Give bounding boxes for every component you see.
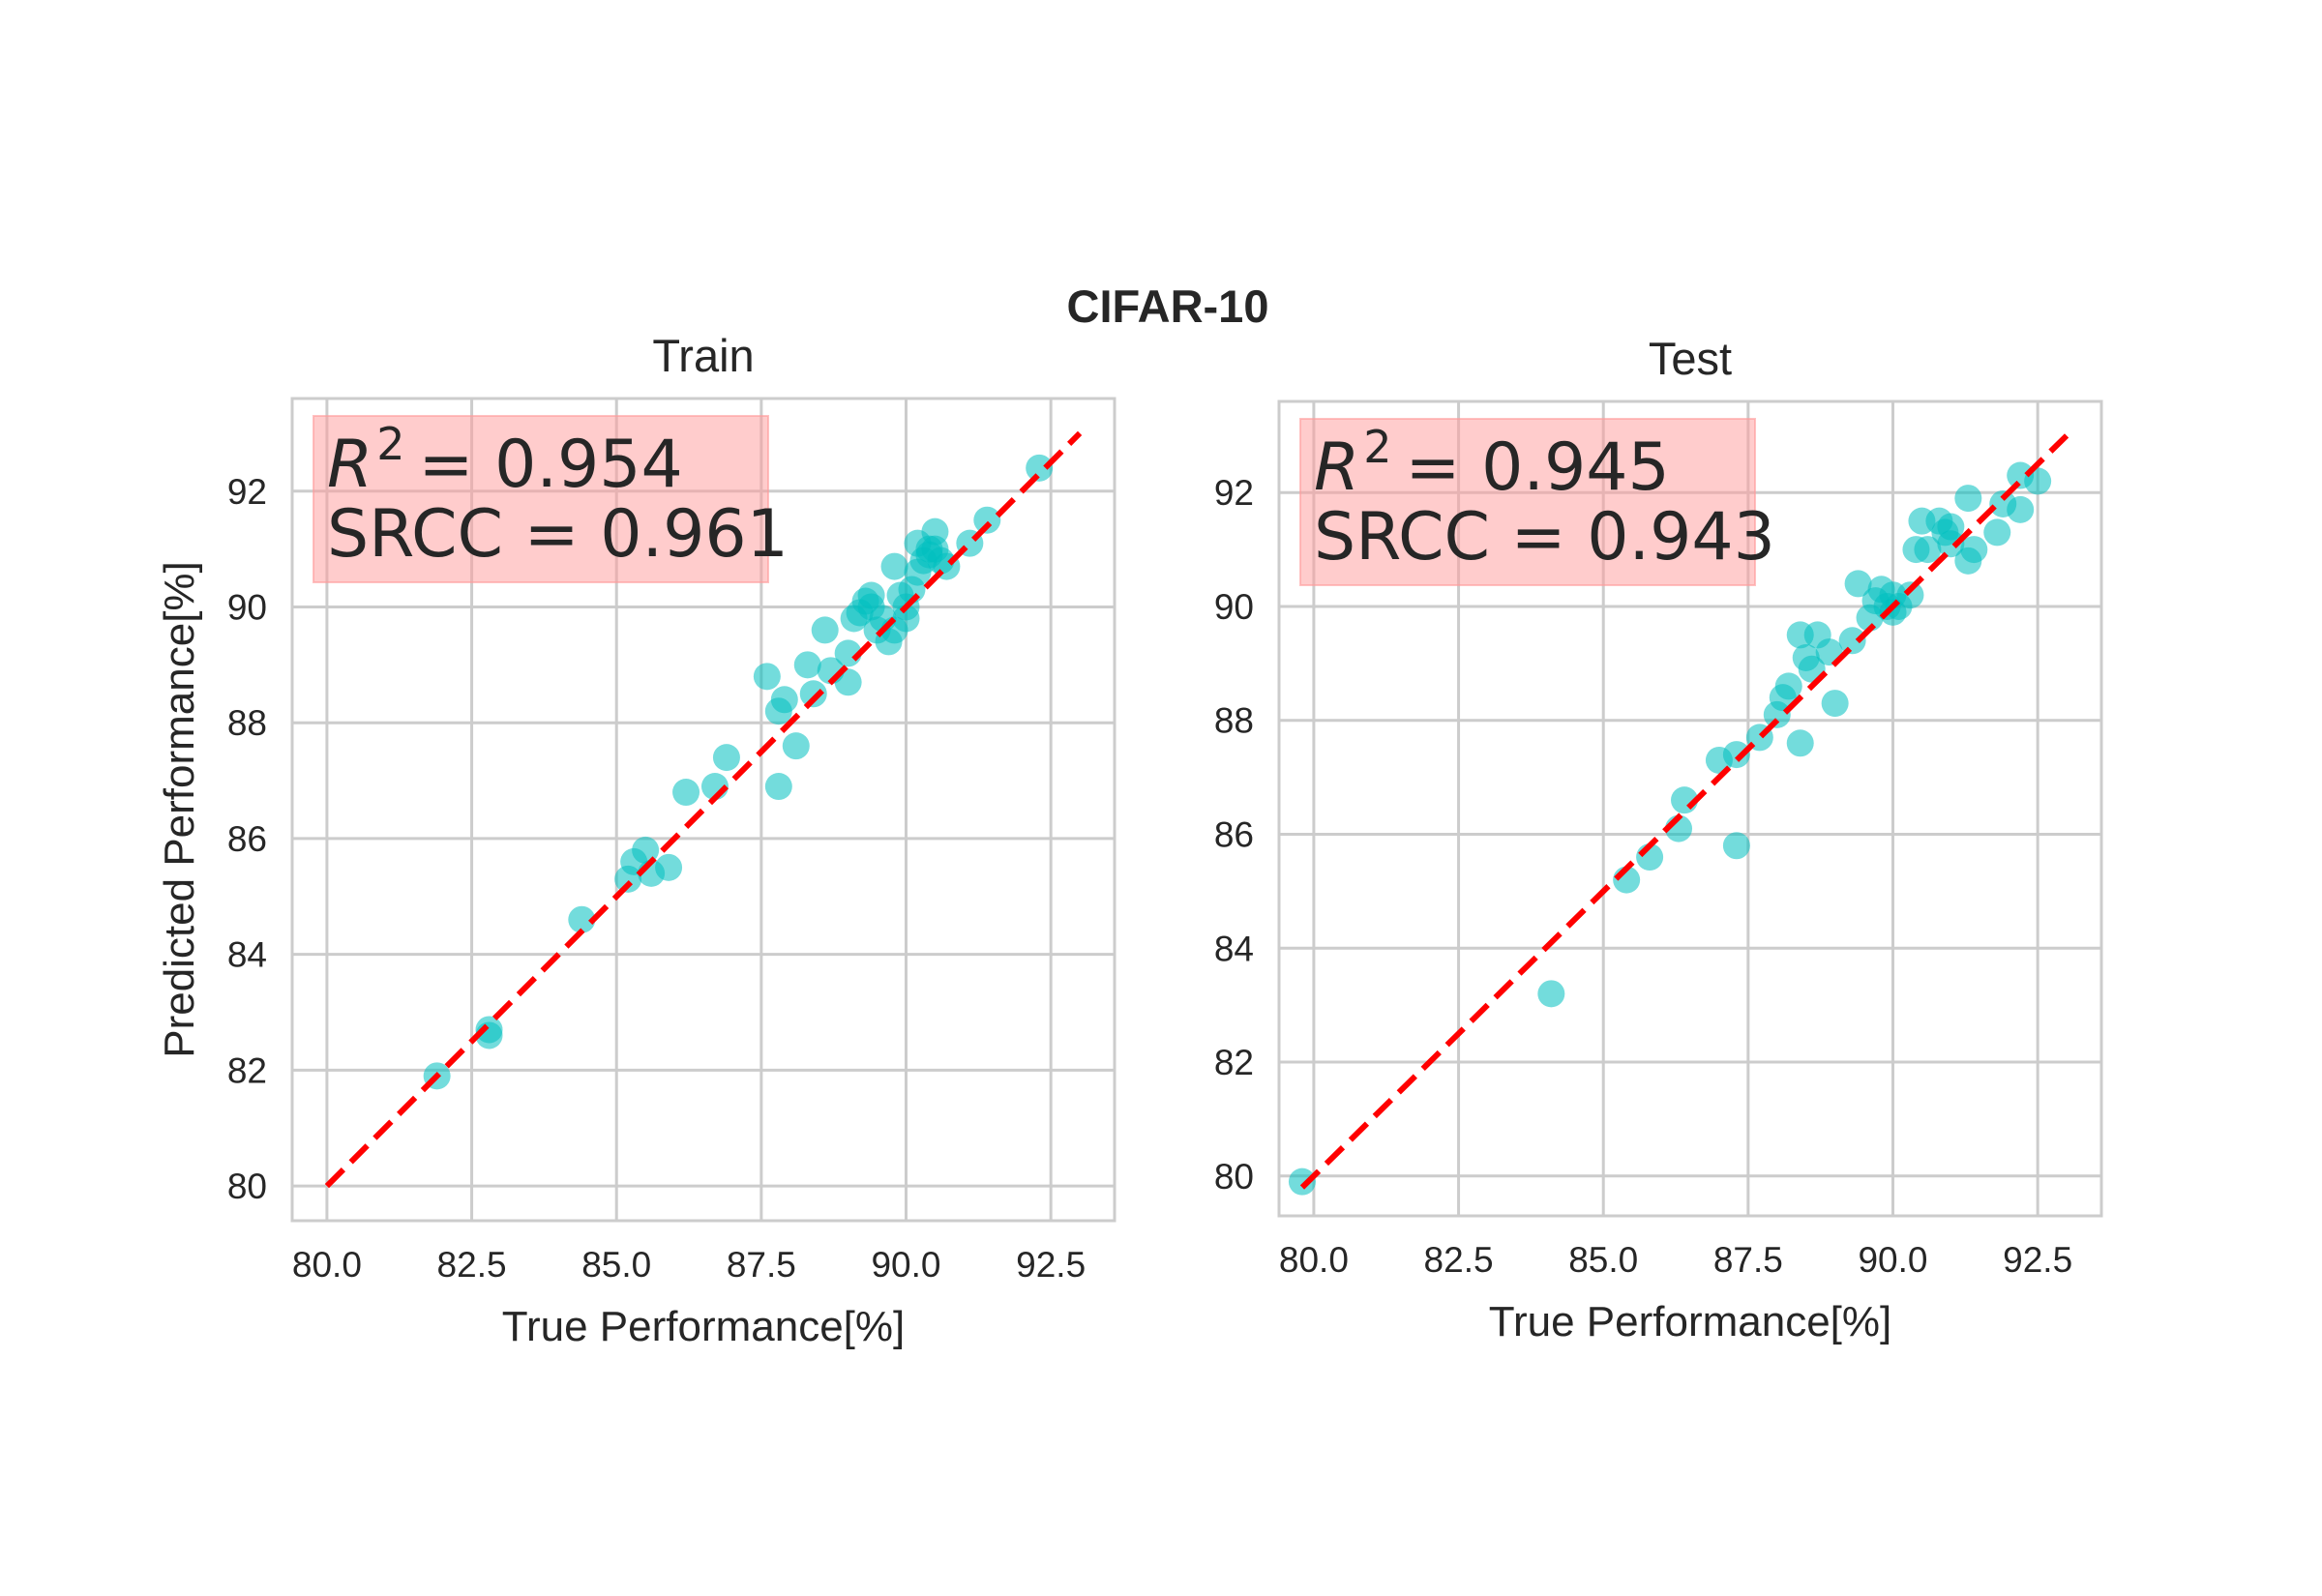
test-x-tick-label: 80.0 <box>1279 1240 1349 1280</box>
train-r2-exponent: 2 <box>376 418 404 470</box>
train-r2-value: = 0.954 <box>419 427 683 503</box>
train-r2-symbol: R <box>327 427 372 503</box>
test-data-point <box>1838 627 1866 655</box>
train-data-point <box>764 773 792 801</box>
train-data-point <box>880 552 908 580</box>
test-r2-value: = 0.945 <box>1406 429 1670 506</box>
test-axes-frame <box>1277 399 2103 1218</box>
test-data-point <box>2007 495 2035 523</box>
train-data-point <box>568 905 596 933</box>
train-data-point <box>1026 454 1054 482</box>
test-srcc-label: SRCC = 0.943 <box>1314 499 1775 576</box>
train-title: Train <box>652 330 754 381</box>
train-axes-frame <box>290 397 1116 1223</box>
test-data-point <box>1960 536 1988 564</box>
train-srcc-label: SRCC = 0.961 <box>327 496 789 573</box>
test-data-point <box>1844 570 1872 598</box>
test-data-point <box>1537 980 1565 1008</box>
train-data-point <box>973 506 1001 534</box>
train-data-point <box>753 663 781 691</box>
train-stats-box-background <box>313 415 769 583</box>
train-data-point <box>770 686 798 714</box>
train-x-tick-label: 85.0 <box>581 1245 651 1285</box>
test-r2-label: R2 = 0.945 <box>1314 421 1670 506</box>
train-y-tick-label: 86 <box>227 819 267 859</box>
test-y-tick-label: 82 <box>1214 1043 1254 1082</box>
train-data-point <box>799 680 827 708</box>
train-data-point <box>811 616 839 644</box>
train-y-tick-label: 80 <box>227 1167 267 1206</box>
test-y-tick-label: 80 <box>1214 1157 1254 1197</box>
test-data-point <box>1821 690 1849 718</box>
train-y-tick-label: 90 <box>227 587 267 627</box>
test-data-point <box>1722 741 1750 769</box>
test-y-tick-label: 88 <box>1214 701 1254 741</box>
train-data-point <box>712 744 740 772</box>
train-y-tick-label: 92 <box>227 472 267 512</box>
test-r2-exponent: 2 <box>1363 421 1391 473</box>
test-data-point <box>1786 729 1814 757</box>
test-x-tick-label: 90.0 <box>1858 1240 1927 1280</box>
train-reference-line <box>324 430 1083 1189</box>
test-x-axis-label: True Performance[%] <box>1489 1298 1892 1345</box>
train-x-tick-label: 87.5 <box>727 1245 796 1285</box>
train-y-axis-label: Predicted Performance[%] <box>156 561 203 1058</box>
test-r2-symbol: R <box>1314 429 1359 506</box>
train-y-tick-label: 82 <box>227 1050 267 1090</box>
figure-suptitle: CIFAR-10 <box>1067 281 1269 332</box>
test-data-point <box>1288 1167 1316 1196</box>
train-data-point <box>921 517 949 546</box>
test-reference-line <box>1299 433 2069 1190</box>
test-data-point <box>1954 485 1982 513</box>
train-data-point <box>793 651 821 679</box>
test-data-point <box>1722 832 1750 860</box>
test-x-tick-label: 82.5 <box>1424 1240 1494 1280</box>
test-y-tick-label: 90 <box>1214 587 1254 627</box>
test-y-tick-label: 92 <box>1214 473 1254 513</box>
train-r2-label: R2 = 0.954 <box>327 418 683 503</box>
test-x-tick-label: 87.5 <box>1713 1240 1783 1280</box>
train-y-tick-label: 84 <box>227 935 267 975</box>
train-data-point <box>655 853 683 881</box>
train-data-point <box>857 581 885 609</box>
test-data-point <box>1914 536 1942 564</box>
train-x-axis-label: True Performance[%] <box>502 1303 906 1350</box>
train-x-tick-label: 92.5 <box>1016 1245 1086 1285</box>
train-data-point <box>672 779 700 807</box>
train-x-tick-label: 90.0 <box>871 1245 940 1285</box>
test-y-tick-label: 86 <box>1214 814 1254 854</box>
train-x-tick-label: 82.5 <box>437 1245 507 1285</box>
test-data-point <box>1774 672 1802 700</box>
test-data-point <box>1896 581 1924 609</box>
test-title: Test <box>1649 333 1732 384</box>
test-stats-box-background <box>1299 418 1756 586</box>
test-y-tick-label: 84 <box>1214 929 1254 968</box>
train-x-tick-label: 80.0 <box>292 1245 362 1285</box>
test-x-tick-label: 92.5 <box>2003 1240 2072 1280</box>
train-data-point <box>475 1016 503 1044</box>
test-data-point <box>1937 513 1965 541</box>
test-x-tick-label: 85.0 <box>1568 1240 1638 1280</box>
train-data-point <box>782 732 810 760</box>
test-data-point <box>1983 518 2011 547</box>
train-y-tick-label: 88 <box>227 703 267 743</box>
